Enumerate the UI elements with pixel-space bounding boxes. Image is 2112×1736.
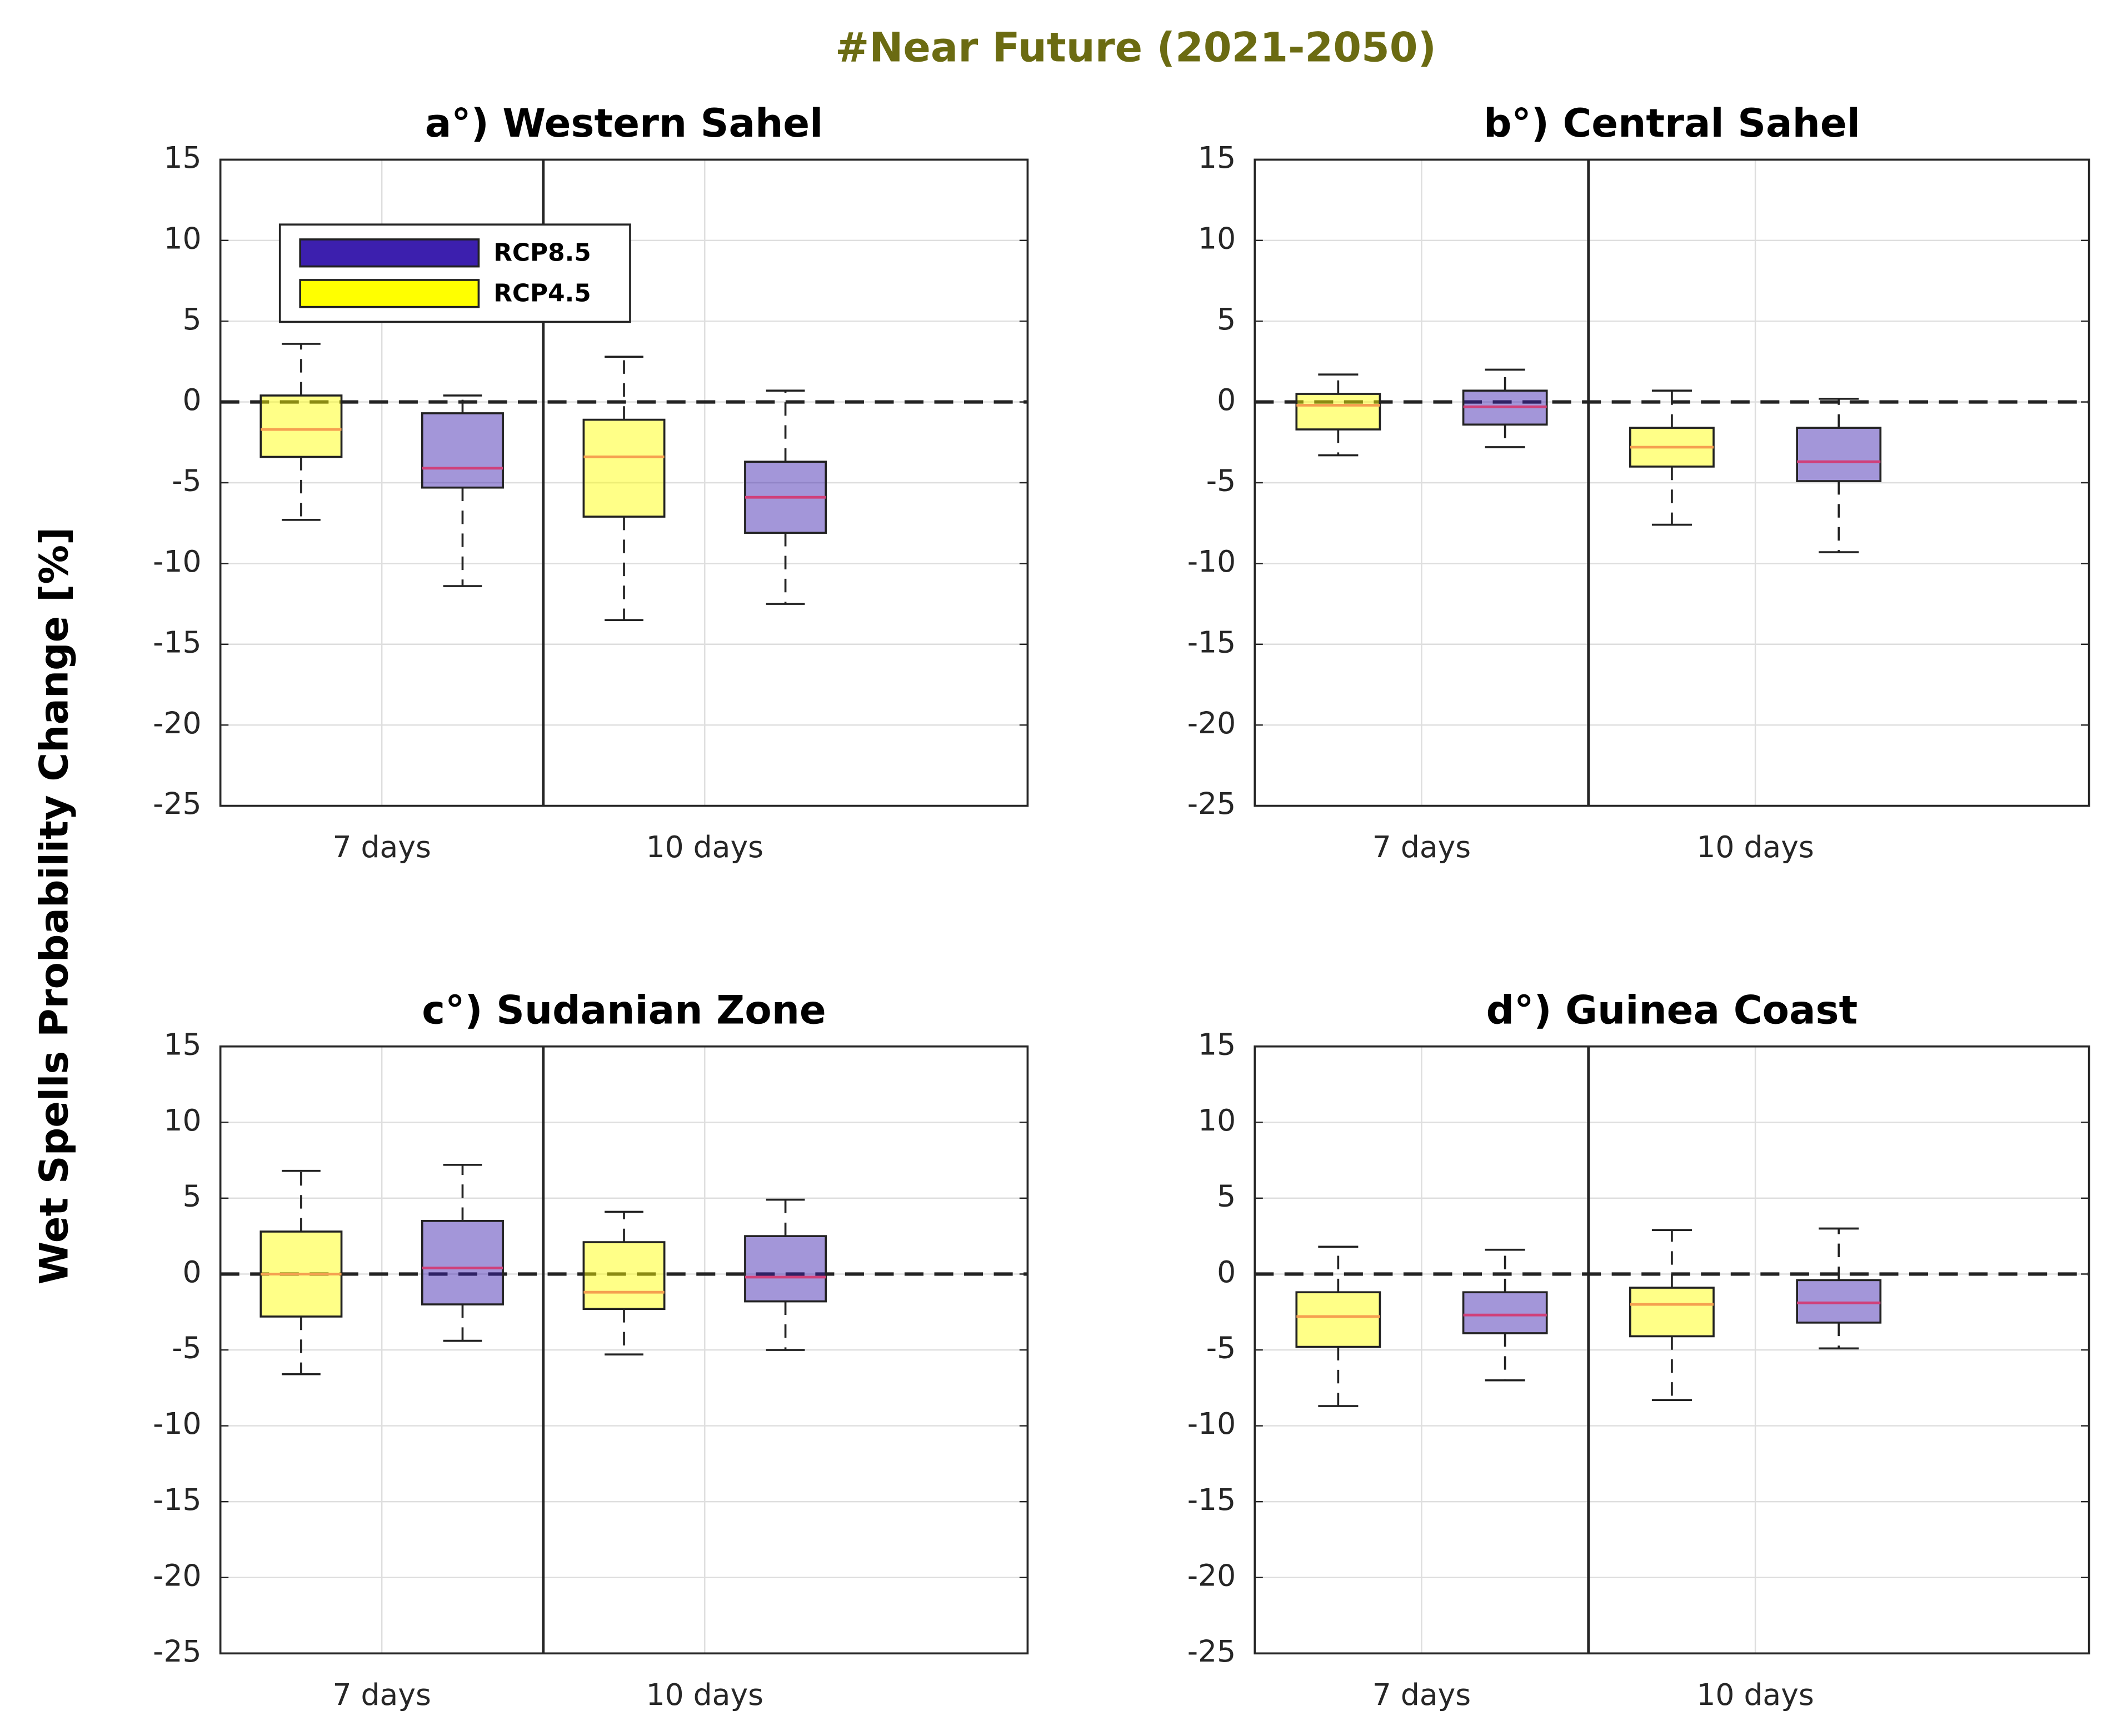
y-tick-label: -10 bbox=[1187, 544, 1236, 579]
y-tick-label: -25 bbox=[1187, 786, 1236, 821]
y-tick-label: -10 bbox=[153, 1406, 201, 1441]
y-tick-label: 10 bbox=[163, 1103, 201, 1138]
figure-title: #Near Future (2021-2050) bbox=[835, 24, 1436, 71]
box bbox=[1629, 1287, 1715, 1338]
y-tick-label: -20 bbox=[153, 706, 201, 741]
panel: b°) Central Sahel 15 10 5 0 -5 -10 -15 -20 -25 7 d… bbox=[1187, 101, 2090, 864]
legend-label: RCP8.5 bbox=[493, 239, 591, 267]
plot-frame bbox=[219, 1045, 1029, 1655]
box bbox=[421, 412, 504, 489]
y-tick-label: 15 bbox=[1198, 140, 1236, 175]
x-tick-label: 10 days bbox=[1696, 1677, 1814, 1712]
x-tick-label: 7 days bbox=[1372, 829, 1471, 864]
y-tick-label: -10 bbox=[153, 544, 201, 579]
legend-swatch bbox=[299, 279, 480, 308]
y-tick-label: -15 bbox=[153, 1482, 201, 1517]
y-tick-label: -15 bbox=[153, 624, 201, 659]
y-tick-label: 10 bbox=[1198, 221, 1236, 256]
panel: a°) Western Sahel 15 10 5 0 -5 -10 -15 -20 -25 7 d… bbox=[153, 101, 1029, 864]
plot-frame bbox=[219, 158, 1029, 807]
y-tick-label: -15 bbox=[1187, 1482, 1236, 1517]
y-tick-label: 0 bbox=[183, 382, 202, 417]
box bbox=[1462, 1291, 1548, 1334]
x-tick-label: 7 days bbox=[333, 1677, 431, 1712]
y-tick-label: 10 bbox=[1198, 1103, 1236, 1138]
box bbox=[582, 418, 666, 518]
panel-title: b°) Central Sahel bbox=[1484, 101, 1860, 146]
x-tick-label: 10 days bbox=[646, 1677, 763, 1712]
y-tick-label: 0 bbox=[1217, 382, 1236, 417]
x-tick-label: 10 days bbox=[1696, 829, 1814, 864]
panel: c°) Sudanian Zone 15 10 5 0 -5 -10 -15 -20 -25 7 d… bbox=[153, 987, 1029, 1712]
legend-label: RCP4.5 bbox=[493, 279, 591, 308]
y-tick-label: 10 bbox=[163, 221, 201, 256]
box bbox=[1796, 1279, 1882, 1324]
y-tick-label: -25 bbox=[153, 786, 201, 821]
y-tick-label: -5 bbox=[172, 463, 201, 498]
y-tick-label: 0 bbox=[1217, 1254, 1236, 1289]
y-tick-label: -5 bbox=[1206, 1330, 1236, 1365]
y-tick-label: -5 bbox=[172, 1330, 201, 1365]
panel-title: d°) Guinea Coast bbox=[1486, 987, 1858, 1033]
y-tick-label: -5 bbox=[1206, 463, 1236, 498]
y-tick-label: 5 bbox=[183, 302, 202, 337]
box bbox=[744, 1235, 827, 1303]
y-tick-label: -25 bbox=[1187, 1634, 1236, 1669]
box bbox=[1295, 1291, 1381, 1348]
panel-title: a°) Western Sahel bbox=[425, 101, 823, 146]
y-tick-label: -20 bbox=[1187, 706, 1236, 741]
x-tick-label: 7 days bbox=[333, 829, 431, 864]
box bbox=[582, 1241, 666, 1310]
y-tick-label: 15 bbox=[163, 140, 201, 175]
y-tick-label: -25 bbox=[153, 1634, 201, 1669]
y-tick-label: 15 bbox=[163, 1027, 201, 1062]
box bbox=[421, 1220, 504, 1305]
y-tick-label: -20 bbox=[153, 1558, 201, 1593]
y-tick-label: 5 bbox=[1217, 1179, 1236, 1214]
y-tick-label: 5 bbox=[183, 1179, 202, 1214]
x-tick-label: 10 days bbox=[646, 829, 763, 864]
x-tick-label: 7 days bbox=[1372, 1677, 1471, 1712]
box bbox=[1796, 427, 1882, 482]
panel-title: c°) Sudanian Zone bbox=[422, 987, 826, 1033]
y-tick-label: -15 bbox=[1187, 624, 1236, 659]
box bbox=[1295, 393, 1381, 431]
y-tick-label: 0 bbox=[183, 1254, 202, 1289]
panel: d°) Guinea Coast 15 10 5 0 -5 -10 -15 -20 -25 7 da… bbox=[1187, 987, 2090, 1712]
y-tick-label: 5 bbox=[1217, 302, 1236, 337]
plot-frame bbox=[1254, 158, 2090, 807]
y-tick-label: -10 bbox=[1187, 1406, 1236, 1441]
plot-frame bbox=[1254, 1045, 2090, 1655]
y-axis-label: Wet Spells Probability Change [%] bbox=[32, 527, 77, 1285]
y-tick-label: -20 bbox=[1187, 1558, 1236, 1593]
box bbox=[259, 394, 343, 458]
legend-swatch bbox=[299, 238, 480, 268]
y-tick-label: 15 bbox=[1198, 1027, 1236, 1062]
